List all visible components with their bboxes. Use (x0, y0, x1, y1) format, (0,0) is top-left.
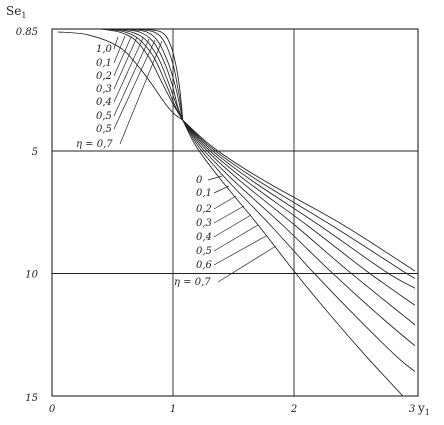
upper-leader-line (113, 37, 144, 103)
upper-curve-5 (124, 28, 184, 121)
upper-curve-1 (100, 28, 184, 121)
lower-curve-0 (182, 119, 404, 397)
lower-leader-line (207, 175, 223, 181)
lower-curve-label: 0,2 (196, 204, 212, 215)
lower-leader-line (213, 214, 252, 238)
upper-curve-label: 1,0 (96, 44, 113, 55)
upper-curve-label: 0,5 (96, 111, 112, 122)
upper-curve-label: η = 0,7 (76, 139, 113, 150)
lower-curve-4 (182, 119, 416, 306)
lower-curve-label: 0 (196, 175, 203, 186)
lower-curve-label: 0,1 (196, 188, 212, 199)
lower-curve-label: 0,5 (196, 246, 212, 257)
upper-curve-label: 0,2 (96, 71, 112, 82)
upper-curve-2 (106, 28, 184, 121)
curves (57, 28, 416, 397)
upper-curve-0 (57, 31, 183, 121)
x-tick-label: 0 (49, 404, 56, 415)
tick-labels: 0 1 2 3 0.85 5 10 15 (16, 27, 415, 415)
lower-curve-1 (182, 119, 416, 372)
x-tick-label: 1 (170, 404, 176, 415)
upper-curve-label: 0,4 (96, 97, 112, 108)
upper-curve-3 (112, 28, 184, 121)
upper-curve-label: 0,1 (96, 58, 112, 69)
y-tick-label: 15 (25, 393, 38, 404)
lower-leader-line (213, 205, 245, 224)
lower-curve-6 (182, 119, 416, 279)
lower-curve-label: 0,4 (196, 232, 212, 243)
lower-leader-line (217, 245, 277, 283)
x-axis-title: y1 (417, 401, 430, 417)
upper-leader-line (113, 36, 138, 90)
upper-leader-line (113, 36, 119, 50)
lower-leader-line (213, 224, 259, 252)
upper-leader-line (119, 40, 163, 145)
lower-curve-5 (182, 119, 416, 289)
upper-curve-4 (118, 28, 184, 121)
lower-curve-label: 0,6 (196, 260, 213, 271)
plot-frame (51, 28, 419, 397)
lower-leader-line (213, 195, 237, 210)
upper-leader-line (113, 38, 150, 117)
lower-curve-label: 0,3 (196, 218, 212, 229)
y-tick-label: 10 (25, 270, 38, 281)
lower-curve-3 (182, 119, 416, 326)
lower-leader-line (213, 235, 267, 266)
y-tick-label: 5 (32, 147, 38, 158)
y-tick-label: 0.85 (16, 27, 38, 38)
upper-curve-7 (139, 28, 184, 121)
x-tick-label: 2 (290, 404, 297, 415)
curve-annotations: 1,0 0,1 0,2 0,3 0,4 0,5 0,5 η = 0,7 0 0,1 0,2 0,3 0,… (76, 35, 277, 288)
grid-lines (52, 29, 418, 396)
lower-curve-label: η = 0,7 (174, 277, 211, 288)
lower-leader-line (213, 185, 230, 194)
lower-curve-2 (182, 119, 416, 347)
upper-leader-line (113, 36, 132, 77)
y-axis-title: Se1 (6, 4, 26, 20)
upper-leader-line (113, 39, 156, 130)
upper-curve-label: 0,3 (96, 84, 112, 95)
upper-leader-line (113, 35, 126, 64)
upper-curve-label: 0,5 (96, 124, 112, 135)
lower-curve-7 (182, 119, 416, 272)
x-tick-label: 3 (409, 404, 415, 415)
